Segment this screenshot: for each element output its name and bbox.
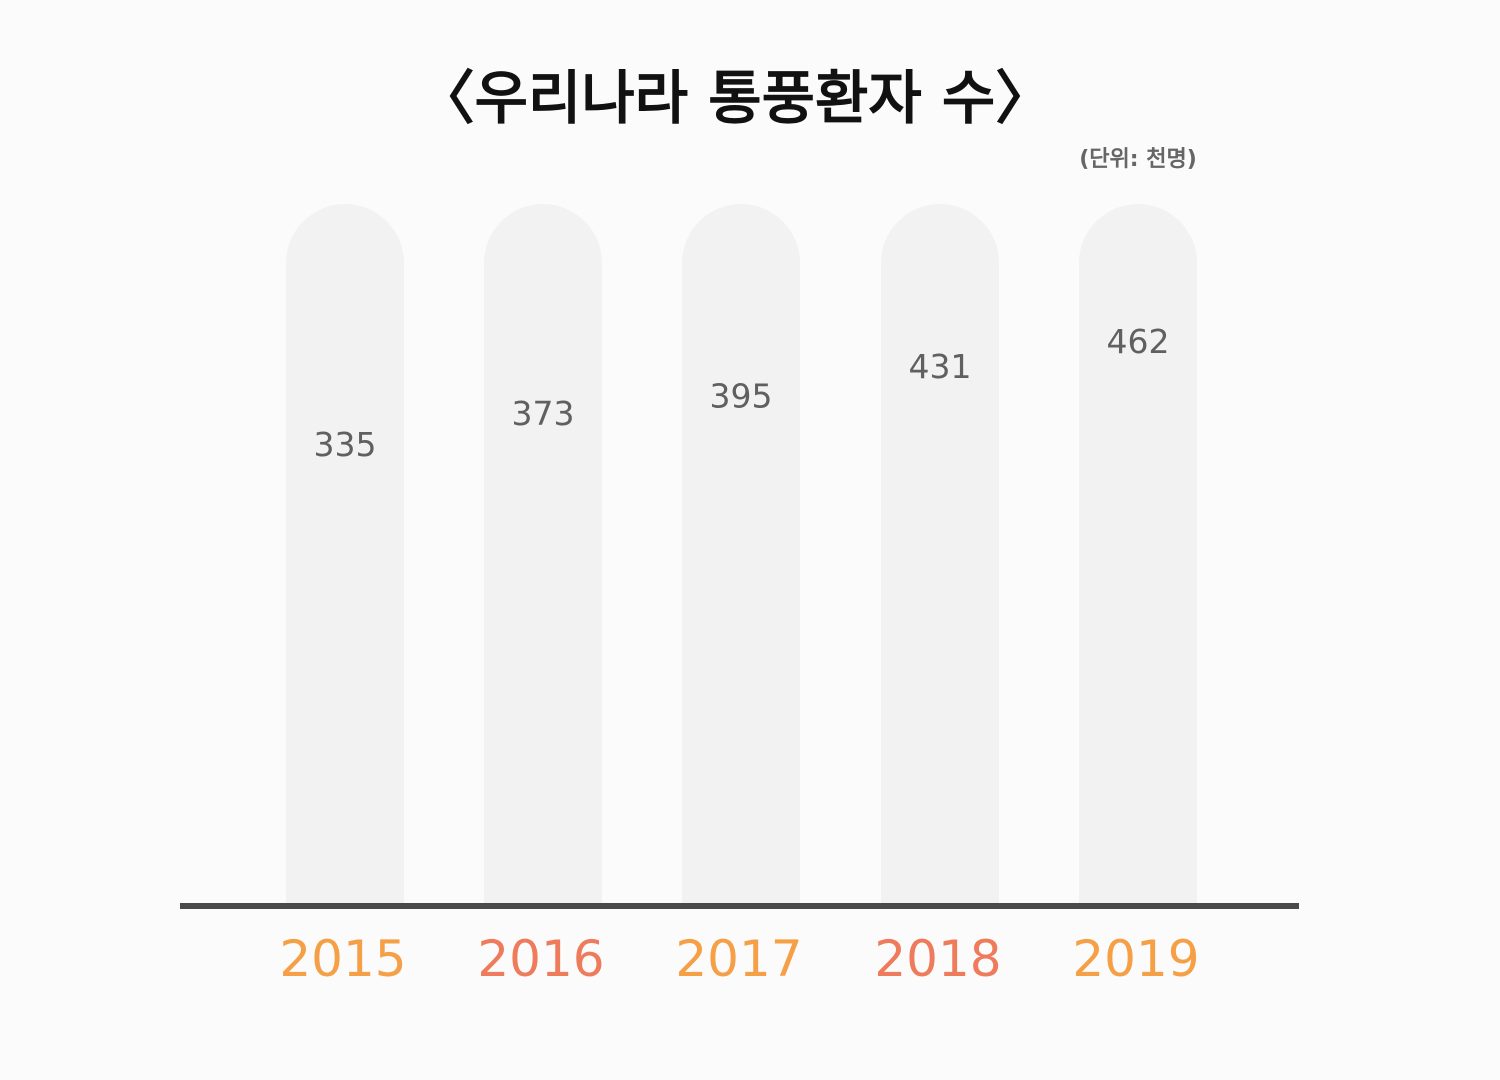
- value-label-2016: 373: [512, 394, 575, 433]
- bar-2018: [881, 204, 999, 903]
- category-label-2016: 2016: [477, 930, 604, 988]
- category-labels: 2015 2016 2017 2018 2019: [279, 930, 1199, 988]
- bar-2017: [682, 204, 800, 903]
- bar-2019: [1079, 204, 1197, 903]
- value-label-2015: 335: [314, 425, 377, 464]
- chart-title: 〈우리나라 통풍환자 수〉: [417, 64, 1054, 132]
- value-labels: 335 373 395 431 462: [314, 322, 1170, 464]
- bar-2015: [286, 204, 404, 903]
- category-label-2015: 2015: [279, 930, 406, 988]
- category-label-2017: 2017: [675, 930, 802, 988]
- category-label-2019: 2019: [1072, 930, 1199, 988]
- category-label-2018: 2018: [874, 930, 1001, 988]
- value-label-2017: 395: [710, 376, 773, 415]
- unit-note: (단위: 천명): [1079, 147, 1197, 172]
- value-label-2019: 462: [1107, 322, 1170, 361]
- value-label-2018: 431: [909, 347, 972, 386]
- bar-2016: [484, 204, 602, 903]
- bar-tracks: [286, 204, 1197, 903]
